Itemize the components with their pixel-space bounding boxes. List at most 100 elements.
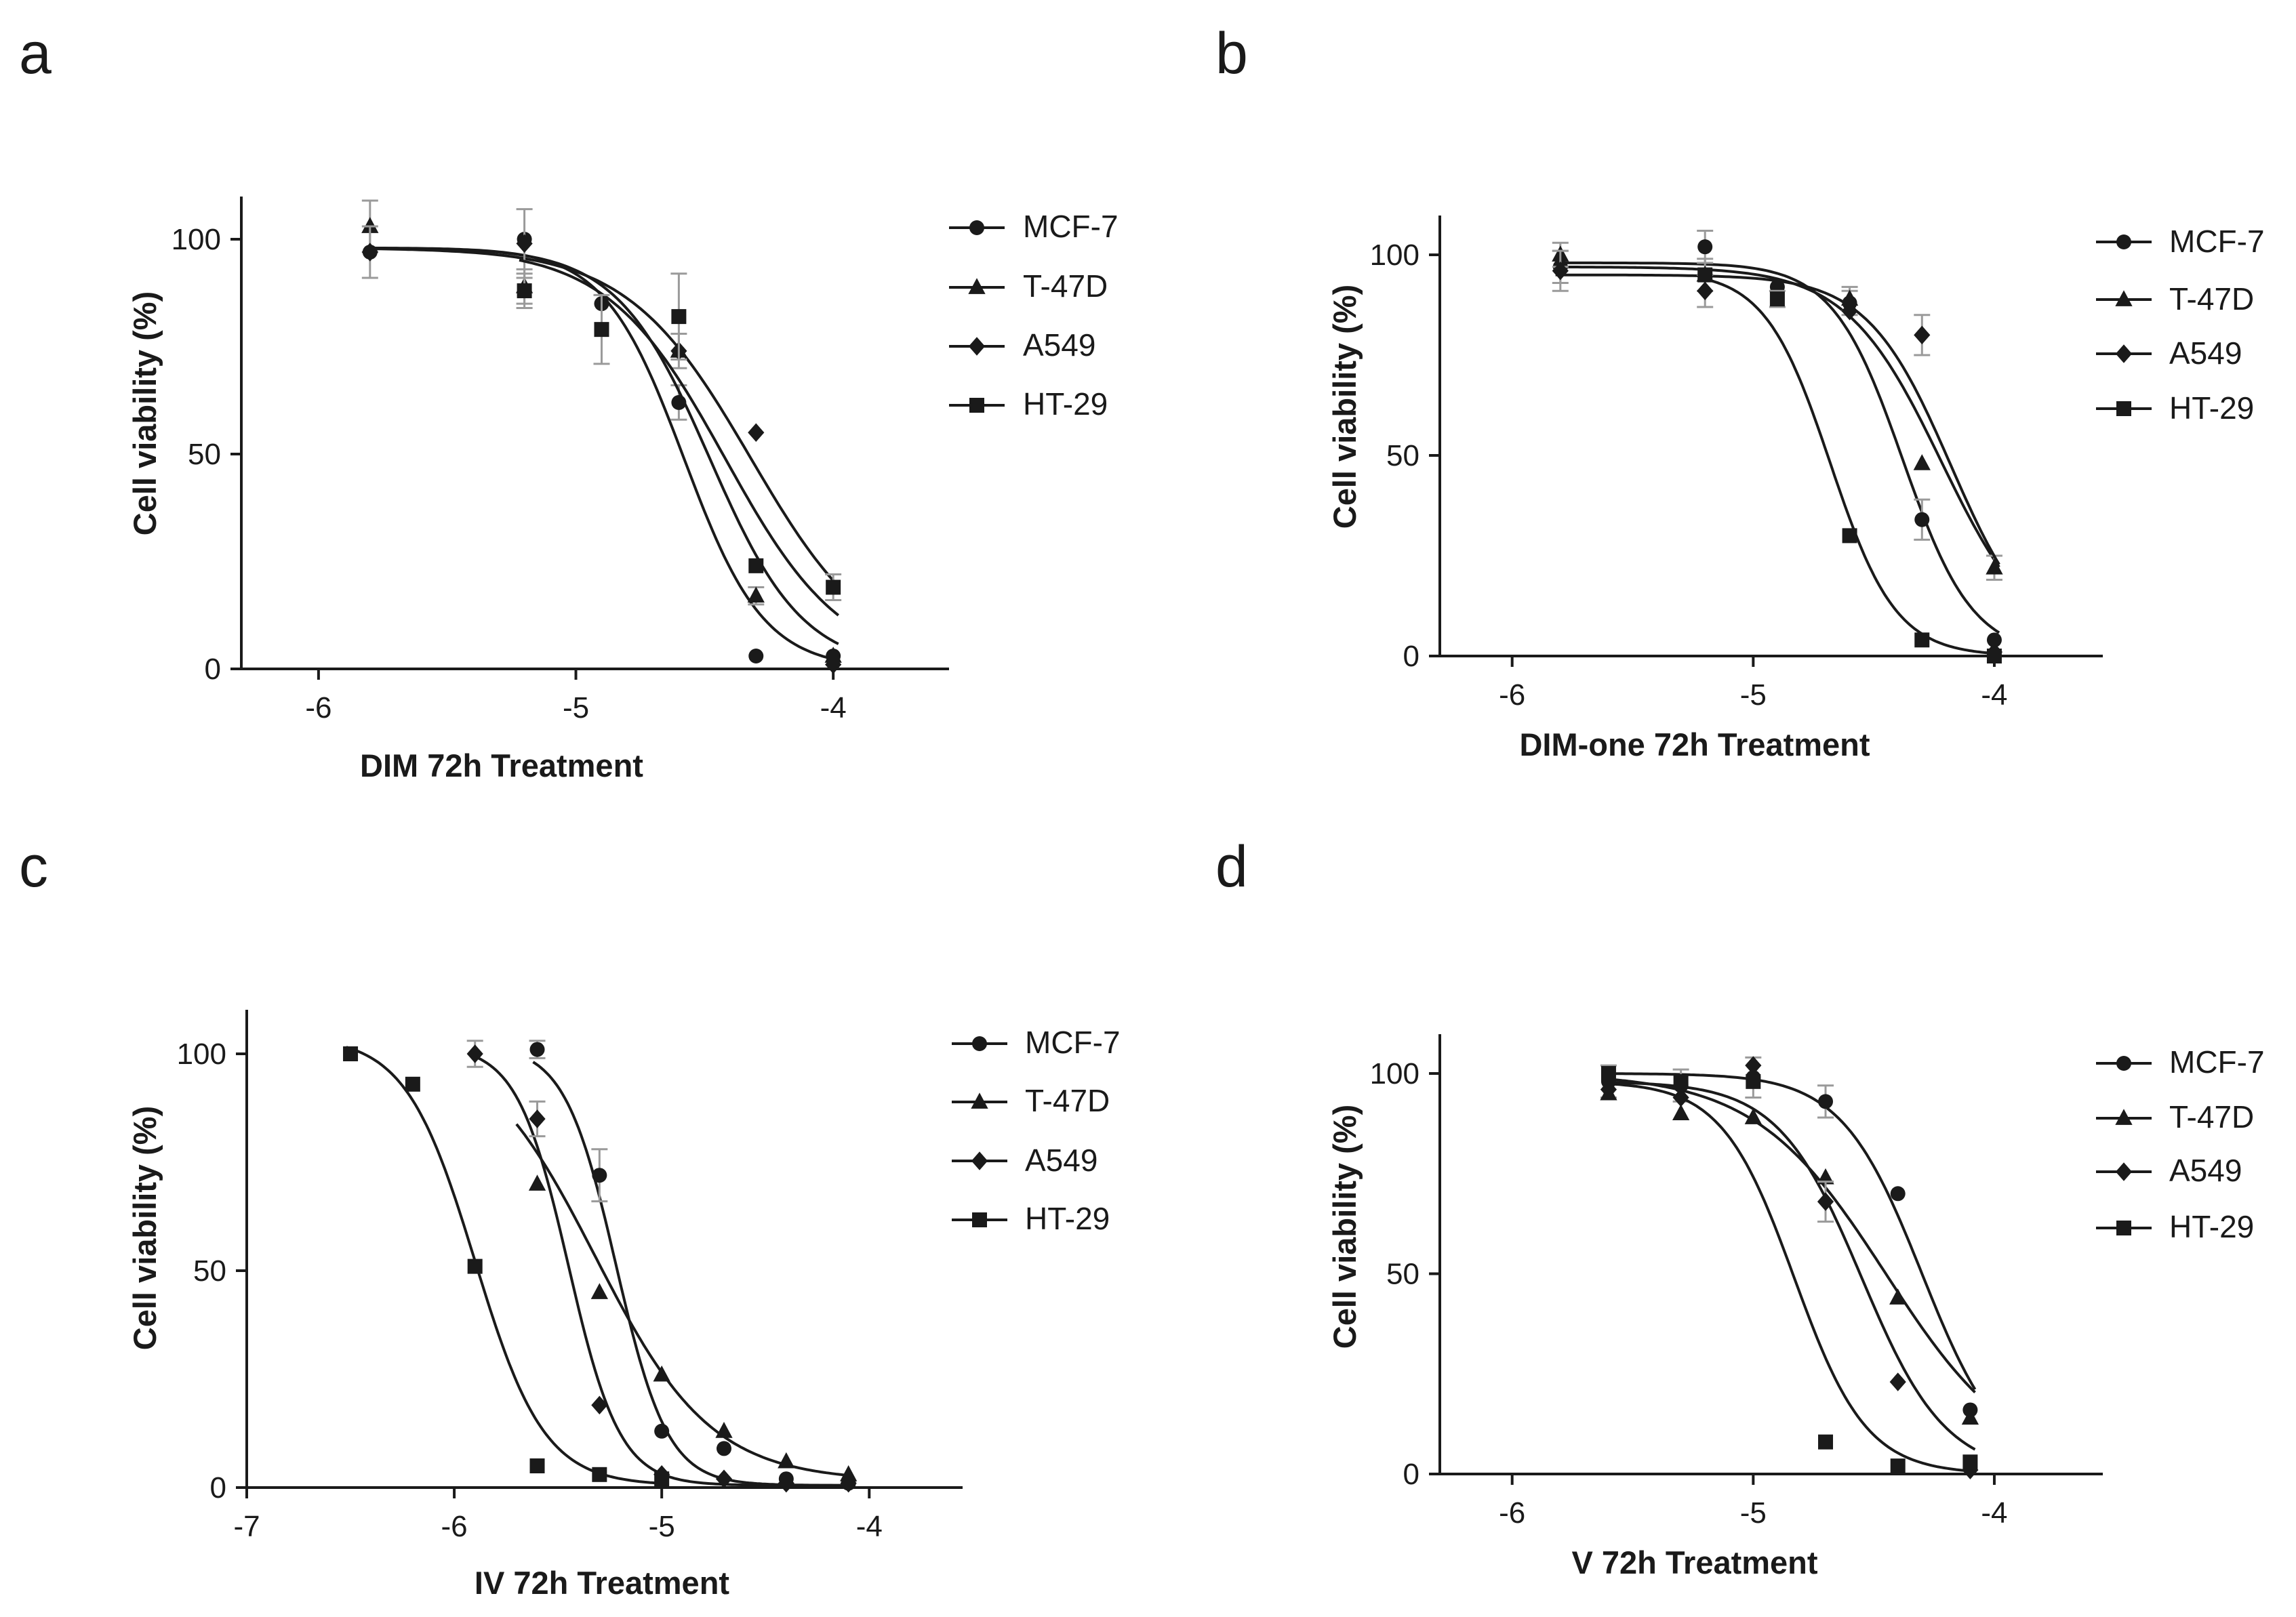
x-axis-title: DIM-one 72h Treatment: [1519, 726, 1870, 762]
legend-label-t47d: T-47D: [2169, 1099, 2254, 1134]
panel-c: c IV 72h Treatment Cell viability (%) MC…: [19, 834, 1121, 1601]
legend-marker-mcf7: [972, 1036, 987, 1051]
x-tick-label: -5: [1740, 1496, 1767, 1530]
data-point-a549: [778, 1473, 794, 1493]
x-tick-label: -7: [233, 1510, 260, 1543]
data-point-t47d: [715, 1422, 733, 1438]
legend-marker-a549: [971, 1151, 988, 1170]
y-tick-label: 0: [1403, 1458, 1419, 1491]
fit-curve-ht29: [519, 258, 840, 617]
y-tick-label: 100: [1370, 1057, 1419, 1090]
x-axis-title: IV 72h Treatment: [475, 1565, 729, 1601]
legend-label-t47d: T-47D: [1025, 1083, 1110, 1118]
y-tick-label: 100: [177, 1038, 226, 1071]
data-point-t47d: [747, 586, 765, 603]
data-point-ht29: [826, 579, 841, 595]
data-point-t47d: [1744, 1108, 1762, 1124]
legend-marker-mcf7: [2116, 1056, 2131, 1071]
data-point-ht29: [1600, 1066, 1616, 1081]
y-tick-label: 0: [210, 1471, 226, 1505]
data-point-ht29: [1673, 1073, 1689, 1089]
data-point-a549: [1552, 261, 1569, 281]
data-point-a549: [748, 423, 765, 443]
panel-letter-c: c: [19, 834, 48, 899]
fit-curve-a549: [1555, 273, 2000, 565]
legend-marker-t47d: [2115, 290, 2133, 306]
legend-label-ht29: HT-29: [2169, 390, 2254, 426]
legend-marker-ht29: [972, 1212, 987, 1227]
y-tick-label: 100: [1370, 239, 1419, 272]
fit-curve-mcf7: [1603, 1072, 1977, 1391]
fit-curve-a549: [1603, 1081, 1976, 1451]
data-point-a549: [361, 243, 378, 262]
y-axis-title: Cell viability (%): [127, 291, 163, 535]
legend-marker-mcf7: [2116, 234, 2131, 249]
legend-label-t47d: T-47D: [2169, 281, 2254, 316]
legend-marker-ht29: [2116, 401, 2131, 416]
data-point-a549: [529, 1109, 546, 1128]
data-point-mcf7: [717, 1441, 731, 1456]
legend-label-ht29: HT-29: [2169, 1209, 2254, 1244]
legend-label-a549: A549: [1025, 1143, 1097, 1178]
data-point-t47d: [1889, 1288, 1907, 1305]
x-tick-label: -4: [1981, 1496, 2007, 1530]
data-point-t47d: [1913, 454, 1931, 470]
legend-label-mcf7: MCF-7: [1025, 1025, 1121, 1060]
legend-marker-t47d: [2115, 1109, 2133, 1125]
data-point-ht29: [748, 558, 764, 573]
data-point-ht29: [1769, 291, 1785, 307]
y-tick-label: 0: [205, 653, 221, 686]
data-point-ht29: [1697, 267, 1713, 283]
legend-label-a549: A549: [2169, 335, 2242, 371]
legend-marker-a549: [2115, 344, 2133, 363]
data-point-ht29: [654, 1471, 670, 1487]
data-point-t47d: [1961, 1408, 1979, 1425]
x-tick-label: -4: [820, 691, 847, 724]
y-tick-label: 50: [188, 438, 221, 471]
data-point-t47d: [653, 1365, 670, 1382]
y-tick-label: 50: [1386, 439, 1419, 472]
data-point-mcf7: [1818, 1094, 1834, 1109]
y-tick-label: 100: [172, 223, 221, 256]
data-point-a549: [1745, 1056, 1762, 1075]
data-point-mcf7: [1986, 632, 2002, 648]
fit-curve-ht29: [1603, 1082, 1975, 1473]
data-point-t47d: [840, 1465, 858, 1481]
legend-marker-t47d: [968, 278, 986, 294]
data-point-ht29: [1842, 528, 1857, 544]
x-tick-label: -6: [1499, 1496, 1525, 1530]
data-point-mcf7: [529, 1042, 545, 1057]
data-point-ht29: [592, 1467, 607, 1482]
fit-curve-a549: [365, 247, 840, 588]
data-point-a549: [1889, 1372, 1906, 1391]
data-point-a549: [840, 1473, 857, 1493]
data-point-t47d: [1840, 289, 1859, 306]
legend-label-ht29: HT-29: [1023, 386, 1108, 422]
y-tick-label: 0: [1403, 640, 1419, 673]
legend-label-mcf7: MCF-7: [1023, 209, 1119, 244]
panel-letter-a: a: [19, 21, 52, 86]
data-point-ht29: [1818, 1434, 1834, 1450]
fit-curve-ht29: [346, 1046, 666, 1486]
data-point-t47d: [824, 647, 842, 663]
y-axis-title: Cell viability (%): [1327, 1105, 1363, 1349]
fit-curve-t47d: [1555, 265, 2000, 568]
data-point-ht29: [529, 1458, 545, 1473]
x-tick-label: -5: [563, 691, 589, 724]
x-tick-label: -6: [305, 691, 331, 724]
data-point-mcf7: [1914, 512, 1930, 527]
x-tick-label: -4: [856, 1510, 883, 1543]
data-point-a549: [1841, 302, 1858, 321]
data-point-ht29: [1746, 1073, 1761, 1089]
data-point-ht29: [1914, 632, 1930, 648]
y-axis-title: Cell viability (%): [127, 1106, 163, 1350]
data-point-t47d: [528, 1174, 546, 1191]
data-point-a549: [1697, 281, 1714, 301]
data-point-ht29: [671, 309, 687, 325]
data-point-mcf7: [748, 648, 764, 663]
data-point-t47d: [590, 1283, 608, 1299]
x-axis-title: DIM 72h Treatment: [360, 748, 643, 783]
data-point-t47d: [361, 217, 379, 233]
